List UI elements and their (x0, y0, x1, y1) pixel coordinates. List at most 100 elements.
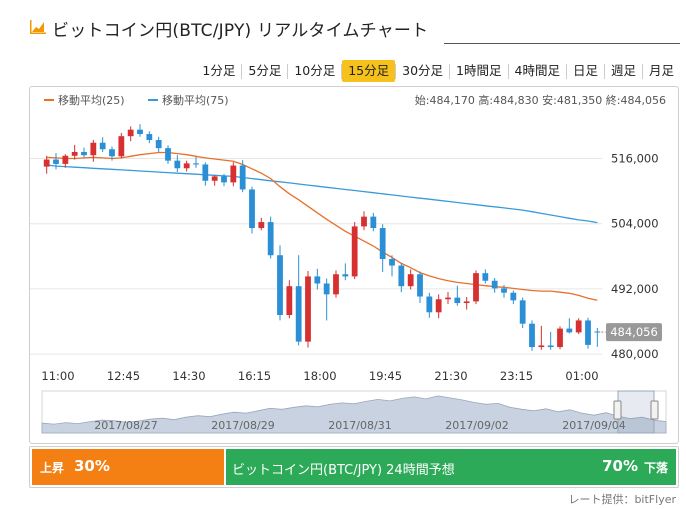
candle-body-38 (398, 265, 405, 287)
candle-body-58 (585, 320, 591, 345)
candle-body-31 (333, 274, 339, 295)
candle-body-16 (193, 163, 199, 165)
x-tick-label-0: 11:00 (41, 369, 74, 383)
x-tick-label-1: 12:45 (107, 369, 140, 383)
ma75-line (46, 164, 598, 224)
candle-body-19 (221, 176, 227, 183)
candle-body-33 (351, 226, 358, 277)
candle-body-18 (211, 176, 218, 181)
candle-body-43 (445, 297, 451, 300)
tab-separator (395, 63, 397, 79)
tab-6[interactable]: 4時間足 (514, 63, 560, 78)
candle-body-15 (183, 163, 190, 169)
candle-body-23 (258, 222, 265, 229)
candle-body-8 (118, 136, 125, 157)
candle-body-13 (165, 148, 171, 161)
candle-body-21 (239, 165, 246, 190)
tab-7[interactable]: 日足 (572, 63, 598, 78)
tab-5[interactable]: 1時間足 (456, 63, 502, 78)
x-tick-label-3: 16:15 (238, 369, 271, 383)
candle-body-47 (482, 273, 489, 281)
legend-label-0: 移動平均(25) (58, 93, 125, 107)
candle-body-14 (174, 160, 181, 169)
candle-body-4 (81, 151, 87, 156)
tab-9[interactable]: 月足 (648, 63, 674, 78)
tab-separator (507, 63, 509, 79)
y-tick-label-3: 480,000 (611, 347, 659, 361)
candle-body-55 (557, 328, 563, 348)
candle-body-0 (43, 159, 50, 167)
tab-3[interactable]: 15分足 (342, 60, 396, 82)
x-tick-label-2: 14:30 (172, 369, 205, 383)
candle-body-24 (267, 222, 274, 256)
candle-body-57 (575, 320, 582, 333)
rate-credit: レート提供：bitFlyer (568, 493, 676, 506)
candle-body-35 (370, 216, 377, 229)
candle-body-2 (62, 155, 69, 164)
candle-body-39 (407, 274, 414, 287)
candlestick-chart: 516,000 504,000 492,000 480,000 移動平均(25) 移動平均… (30, 93, 667, 434)
candle-body-29 (314, 276, 321, 284)
tab-1[interactable]: 5分足 (248, 63, 282, 78)
candle-body-53 (538, 345, 545, 348)
candle-body-32 (342, 274, 349, 277)
ohlc-readout: 始:484,170 高:484,830 安:481,350 終:484,056 (415, 93, 666, 107)
navigator-date-0: 2017/08/27 (94, 419, 157, 432)
prediction-down: ビットコイン円(BTC/JPY) 24時間予想 70% 下落 (226, 449, 676, 485)
candle-body-46 (473, 273, 479, 302)
tab-separator (641, 63, 643, 79)
title-divider (444, 43, 680, 44)
x-tick-label-5: 19:45 (369, 369, 402, 383)
title-row: ビットコイン円(BTC/JPY) リアルタイムチャート (30, 14, 680, 44)
candle-body-12 (155, 140, 162, 149)
current-price-badge (606, 323, 662, 342)
candle-body-11 (146, 134, 153, 140)
candle-body-56 (566, 328, 573, 333)
candle-body-30 (323, 283, 330, 295)
candle-body-54 (547, 345, 554, 348)
tab-separator (341, 63, 343, 79)
down-label: 下落 (643, 461, 668, 475)
candle-body-20 (230, 165, 237, 183)
navigator-handle-right (650, 400, 659, 420)
tab-0[interactable]: 1分足 (202, 63, 236, 78)
tab-separator (241, 63, 243, 79)
candle-body-27 (295, 286, 302, 342)
candle-body-28 (305, 276, 311, 342)
prediction-bar: 上昇 30% ビットコイン円(BTC/JPY) 24時間予想 70% 下落 (29, 446, 679, 488)
candle-body-36 (379, 228, 386, 260)
up-label: 上昇 (40, 461, 65, 475)
candle-body-3 (71, 151, 78, 156)
x-tick-label-7: 23:15 (500, 369, 533, 383)
navigator-handle-left (613, 400, 622, 420)
current-price-label: 484,056 (610, 325, 658, 339)
y-tick-label-1: 504,000 (611, 217, 659, 231)
navigator-date-2: 2017/08/31 (328, 419, 391, 432)
y-tick-label-0: 516,000 (611, 151, 659, 165)
page-title: ビットコイン円(BTC/JPY) リアルタイムチャート (52, 21, 429, 41)
candle-body-50 (510, 292, 517, 301)
navigator-date-1: 2017/08/29 (211, 419, 274, 432)
tab-separator (603, 63, 605, 79)
tab-8[interactable]: 週足 (610, 63, 636, 78)
tab-separator (287, 63, 289, 79)
candle-body-17 (202, 164, 209, 181)
candle-body-41 (426, 296, 433, 313)
tab-separator (449, 63, 451, 79)
down-percent: 70% (602, 457, 638, 475)
y-tick-label-2: 492,000 (611, 282, 659, 296)
x-tick-label-6: 21:30 (434, 369, 467, 383)
tab-4[interactable]: 30分足 (402, 63, 444, 78)
candle-body-22 (249, 189, 255, 229)
candle-body-40 (417, 274, 423, 297)
tab-2[interactable]: 10分足 (294, 63, 336, 78)
candle-body-34 (361, 216, 367, 227)
navigator-date-3: 2017/09/02 (445, 419, 508, 432)
timeframe-tabs: 1分足 5分足 10分足 15分足 30分足 1時間足 4時間足 日足 週足 月足 (196, 60, 680, 82)
chart-panel: 516,000 504,000 492,000 480,000 移動平均(25) 移動平均… (29, 86, 679, 444)
candle-body-42 (435, 299, 442, 313)
candle-body-7 (109, 149, 115, 157)
candle-body-10 (137, 129, 143, 135)
candle-body-26 (286, 286, 293, 315)
candle-body-48 (491, 280, 498, 289)
